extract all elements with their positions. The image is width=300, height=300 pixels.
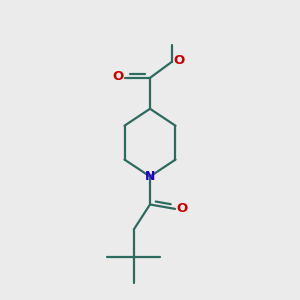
Text: N: N bbox=[145, 170, 155, 183]
Text: O: O bbox=[173, 54, 184, 67]
Text: O: O bbox=[176, 202, 187, 215]
Text: O: O bbox=[113, 70, 124, 83]
